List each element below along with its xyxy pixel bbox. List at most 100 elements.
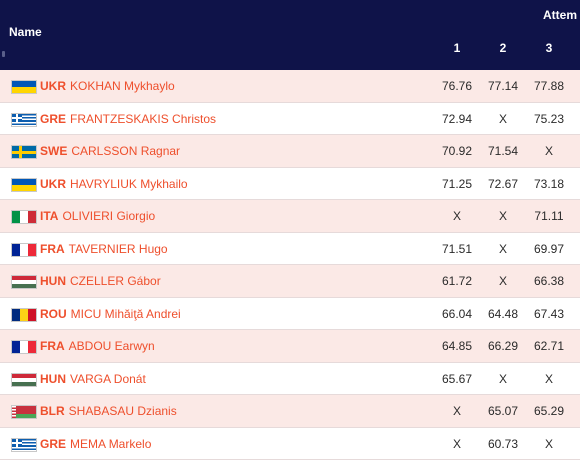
athlete-link[interactable]: UKR HAVRYLIUK Mykhailo	[40, 177, 188, 191]
table-row[interactable]: FRA TAVERNIER Hugo 71.51 X 69.97	[0, 232, 580, 265]
country-code: FRA	[40, 339, 65, 353]
athlete-name: MEMA Markelo	[70, 436, 152, 451]
table-body: UKR KOKHAN Mykhaylo 76.76 77.14 77.88 GRE FRAN…	[0, 70, 580, 460]
attempt-2-mark: 66.29	[487, 339, 519, 353]
attempt-3-mark: X	[544, 371, 554, 386]
attempt-2-mark: X	[498, 111, 508, 126]
ukraine-flag-icon	[11, 80, 37, 94]
attempt-1-header: 1	[453, 41, 461, 55]
table-row[interactable]: UKR KOKHAN Mykhaylo 76.76 77.14 77.88	[0, 70, 580, 103]
table-row[interactable]: GRE FRANTZESKAKIS Christos 72.94 X 75.23	[0, 102, 580, 135]
table-row[interactable]: UKR HAVRYLIUK Mykhailo 71.25 72.67 73.18	[0, 167, 580, 200]
attempt-1-mark: X	[452, 404, 462, 418]
attempt-3-mark: 71.11	[534, 209, 564, 223]
attempt-2-mark: 71.54	[487, 144, 519, 158]
table-row[interactable]: GRE MEMA Markelo X 60.73 X	[0, 427, 580, 460]
athlete-name: CZELLER Gábor	[70, 274, 161, 288]
attempt-3-mark: 65.29	[533, 404, 565, 418]
table-row[interactable]: HUN CZELLER Gábor 61.72 X 66.38	[0, 265, 580, 298]
table-row[interactable]: SWE CARLSSON Ragnar 70.92 71.54 X	[0, 135, 580, 168]
table-row[interactable]: HUN VARGA Donát 65.67 X X	[0, 362, 580, 395]
athlete-name: SHABASAU Dzianis	[68, 404, 177, 418]
france-flag-icon	[11, 340, 37, 354]
athlete-name: FRANTZESKAKIS Christos	[70, 111, 217, 126]
attempt-3-header: 3	[545, 41, 553, 55]
athlete-link[interactable]: GRE MEMA Markelo	[40, 437, 151, 451]
hungary-flag-icon	[11, 372, 37, 387]
athlete-link[interactable]: SWE CARLSSON Ragnar	[40, 144, 180, 158]
attempt-1-mark: 70.92	[441, 144, 473, 158]
athlete-link[interactable]: ROU MICU Mihăiţă Andrei	[40, 307, 181, 321]
attempt-2-mark: 60.73	[487, 436, 519, 451]
athlete-name: VARGA Donát	[70, 371, 146, 386]
attempt-3-mark: 67.43	[533, 306, 565, 321]
attempt-2-mark: 65.07	[487, 404, 519, 418]
table-header: Name Attem 1 2 3	[0, 0, 580, 70]
athlete-link[interactable]: GRE FRANTZESKAKIS Christos	[40, 112, 216, 126]
attempt-1-mark: 72.94	[441, 111, 473, 126]
country-code: UKR	[40, 176, 66, 191]
attempt-3-mark: 62.71	[533, 339, 565, 353]
athlete-link[interactable]: UKR KOKHAN Mykhaylo	[40, 79, 175, 93]
belarus-flag-icon	[11, 405, 37, 419]
country-code: ITA	[40, 209, 59, 223]
attempt-2-mark: 77.14	[487, 79, 519, 93]
france-flag-icon	[11, 242, 37, 257]
sort-indicator-icon	[2, 51, 5, 57]
greece-flag-icon	[11, 112, 37, 127]
attempt-3-mark: 75.23	[533, 111, 565, 126]
athlete-name: OLIVIERI Giorgio	[62, 209, 156, 223]
attempt-2-mark: 64.48	[487, 306, 519, 321]
sweden-flag-icon	[11, 145, 37, 159]
table-row[interactable]: FRA ABDOU Earwyn 64.85 66.29 62.71	[0, 330, 580, 363]
athlete-name: CARLSSON Ragnar	[71, 144, 181, 158]
country-code: GRE	[40, 111, 67, 126]
athlete-name: HAVRYLIUK Mykhailo	[70, 176, 188, 191]
athlete-link[interactable]: BLR SHABASAU Dzianis	[40, 404, 177, 418]
athlete-link[interactable]: HUN VARGA Donát	[40, 372, 146, 386]
attempt-1-mark: 76.76	[441, 79, 473, 93]
attempt-1-mark: 71.51	[441, 241, 473, 256]
athlete-link[interactable]: FRA TAVERNIER Hugo	[40, 242, 168, 256]
country-code: BLR	[40, 404, 65, 418]
attempt-1-mark: 61.72	[441, 274, 473, 288]
athlete-link[interactable]: FRA ABDOU Earwyn	[40, 339, 155, 353]
attempts-column-header: Attem	[543, 8, 578, 22]
country-code: SWE	[40, 144, 68, 158]
attempt-1-mark: 71.25	[441, 176, 473, 191]
attempt-2-mark: X	[498, 371, 508, 386]
country-code: GRE	[40, 436, 67, 451]
athlete-link[interactable]: ITA OLIVIERI Giorgio	[40, 209, 155, 223]
attempt-1-mark: 66.04	[441, 306, 473, 321]
hungary-flag-icon	[11, 275, 37, 289]
ukraine-flag-icon	[11, 177, 37, 192]
attempt-3-mark: 69.97	[533, 241, 565, 256]
athlete-name: MICU Mihăiţă Andrei	[70, 306, 181, 321]
italy-flag-icon	[11, 210, 37, 224]
country-code: FRA	[40, 241, 65, 256]
table-row[interactable]: ROU MICU Mihăiţă Andrei 66.04 64.48 67.43	[0, 297, 580, 330]
table-row[interactable]: BLR SHABASAU Dzianis X 65.07 65.29	[0, 395, 580, 428]
country-code: UKR	[40, 79, 66, 93]
attempt-1-mark: X	[452, 436, 462, 451]
attempt-2-header: 2	[499, 41, 507, 55]
greece-flag-icon	[11, 437, 37, 452]
table-row[interactable]: ITA OLIVIERI Giorgio X X 71.11	[0, 200, 580, 233]
attempt-3-mark: 66.38	[533, 274, 565, 288]
country-code: ROU	[40, 306, 67, 321]
attempt-2-mark: 72.67	[487, 176, 519, 191]
name-column-header[interactable]: Name	[9, 25, 42, 39]
attempt-2-mark: X	[498, 209, 508, 223]
attempt-2-mark: X	[498, 274, 508, 288]
athlete-link[interactable]: HUN CZELLER Gábor	[40, 274, 161, 288]
country-code: HUN	[40, 274, 66, 288]
attempt-1-mark: X	[452, 209, 462, 223]
romania-flag-icon	[11, 307, 37, 322]
attempt-1-mark: 65.67	[441, 371, 473, 386]
attempt-3-mark: 73.18	[533, 176, 565, 191]
athlete-name: TAVERNIER Hugo	[68, 241, 168, 256]
attempt-2-mark: X	[498, 241, 508, 256]
attempt-3-mark: X	[544, 436, 554, 451]
attempt-3-mark: 77.88	[533, 79, 565, 93]
